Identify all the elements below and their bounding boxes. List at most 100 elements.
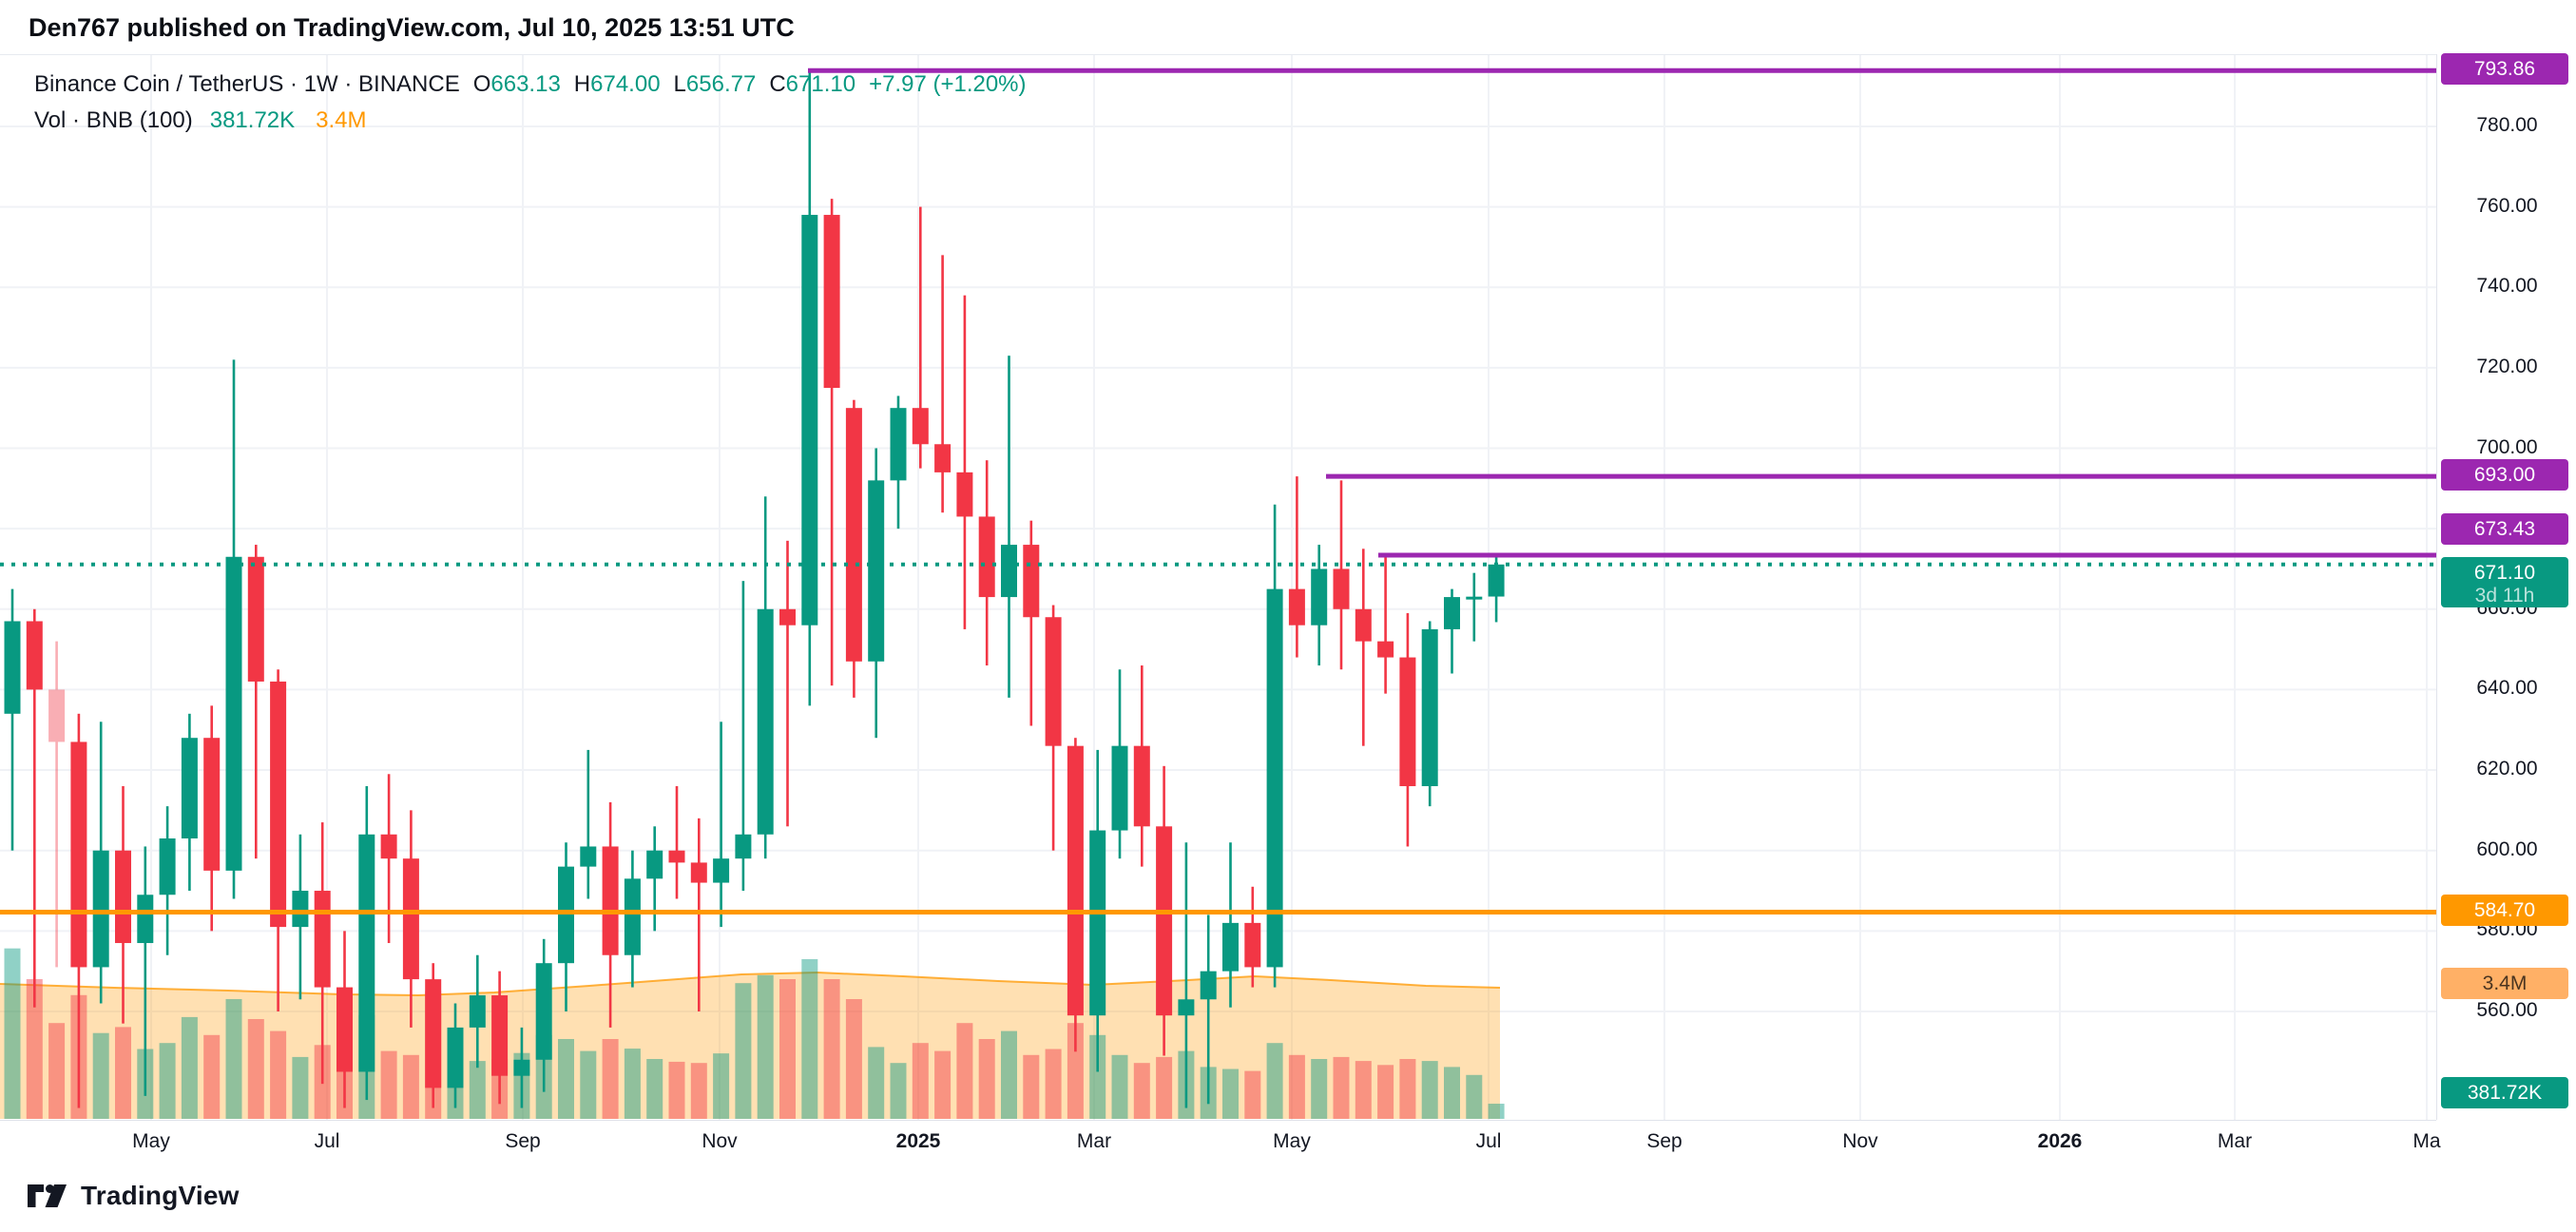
- time-tick-label: Nov: [702, 1130, 738, 1152]
- chart-pane[interactable]: Binance Coin / TetherUS · 1W · BINANCE O…: [0, 54, 2436, 1166]
- volume-bar: [270, 1030, 287, 1119]
- candle: [1421, 621, 1438, 807]
- volume-bar: [956, 1023, 973, 1119]
- footer: TradingView: [27, 1181, 240, 1211]
- time-tick-label: Ma: [2413, 1130, 2441, 1152]
- price-line-badge: 673.43: [2441, 512, 2568, 545]
- volume-bar: [26, 979, 43, 1119]
- volume-bar: [1089, 1034, 1106, 1119]
- time-tick-label: Jul: [1475, 1130, 1502, 1152]
- volume-bar: [225, 999, 242, 1119]
- candlestick-chart-canvas[interactable]: [0, 55, 2436, 1121]
- candle: [934, 255, 952, 513]
- candle: [270, 669, 287, 1011]
- price-line-badge: 693.00: [2441, 459, 2568, 491]
- candle-countdown: 3d 11h: [2474, 584, 2535, 606]
- low-label: L: [673, 71, 686, 97]
- candle: [757, 496, 774, 859]
- high-value: 674.00: [590, 71, 661, 97]
- open-label: O: [472, 71, 491, 97]
- candle: [1001, 356, 1017, 698]
- candle: [868, 448, 885, 739]
- close-value: 671.10: [785, 71, 856, 97]
- volume-bar: [978, 1039, 995, 1119]
- volume-bar: [1023, 1054, 1040, 1119]
- time-axis[interactable]: May Jul Sep Nov 2025 Mar May Jul Sep Nov 2026 Mar Ma: [0, 1120, 2441, 1170]
- volume-bar: [668, 1061, 685, 1119]
- price-tick-label: 700.00: [2476, 435, 2538, 458]
- candle: [447, 1003, 464, 1108]
- volume-bar: [845, 999, 862, 1119]
- candle: [92, 722, 109, 1004]
- volume-bar: [1333, 1056, 1350, 1119]
- volume-bar: [602, 1039, 619, 1119]
- price-tick-label: 720.00: [2476, 355, 2538, 377]
- volume-ma-value: 3.4M: [316, 107, 367, 133]
- volume-bar: [469, 1061, 486, 1119]
- volume-ma-area: [0, 972, 1500, 1119]
- price-tick-label: 600.00: [2476, 837, 2538, 860]
- candle: [624, 850, 641, 988]
- candle: [1222, 842, 1239, 1008]
- volume-bar: [1067, 1023, 1084, 1119]
- volume-badge: 3.4M: [2441, 968, 2568, 999]
- volume-bar: [203, 1034, 221, 1119]
- volume-bar: [823, 979, 840, 1119]
- tradingview-logo-icon: [28, 1184, 67, 1207]
- volume-bar: [1488, 1104, 1505, 1119]
- time-tick-label: Mar: [1076, 1130, 1112, 1152]
- candle: [1178, 842, 1195, 1108]
- candle: [1444, 588, 1460, 674]
- volume-bar: [735, 983, 752, 1119]
- time-tick-label: May: [1273, 1130, 1311, 1152]
- volume-bar: [890, 1063, 907, 1119]
- volume-bar: [402, 1054, 419, 1119]
- candle: [690, 818, 707, 1011]
- candle: [1466, 572, 1483, 642]
- candle: [115, 785, 131, 1024]
- volume-bar: [181, 1016, 198, 1119]
- volume-bar: [48, 1023, 66, 1119]
- volume-bar: [115, 1027, 131, 1119]
- volume-bar: [779, 979, 796, 1119]
- candle: [668, 785, 685, 899]
- candle: [1488, 552, 1505, 623]
- candle: [890, 395, 907, 529]
- candle: [425, 963, 442, 1108]
- candle: [801, 70, 818, 706]
- price-tick-label: 740.00: [2476, 275, 2538, 298]
- tradingview-logo-text[interactable]: TradingView: [81, 1181, 240, 1210]
- volume-bar: [646, 1059, 663, 1119]
- candle: [181, 713, 198, 892]
- chart-legend: Binance Coin / TetherUS · 1W · BINANCE O…: [34, 67, 1027, 139]
- volume-bar: [624, 1049, 641, 1119]
- volume-bar: [1001, 1030, 1017, 1119]
- candle: [159, 806, 176, 955]
- candle: [735, 581, 752, 892]
- price-axis[interactable]: 780.00 760.00 740.00 720.00 700.00 660.00 640.…: [2436, 53, 2576, 1120]
- volume-bar: [1288, 1054, 1305, 1119]
- volume-bar: [4, 948, 21, 1119]
- volume-indicator-title[interactable]: Vol · BNB (100): [34, 107, 193, 133]
- candle: [558, 842, 574, 1011]
- volume-bar: [1444, 1067, 1460, 1119]
- volume-bar: [868, 1047, 885, 1119]
- volume-bar: [1244, 1070, 1261, 1119]
- candle: [336, 931, 353, 1108]
- symbol-title[interactable]: Binance Coin / TetherUS · 1W · BINANCE: [34, 71, 460, 97]
- price-tick-label: 560.00: [2476, 998, 2538, 1021]
- candle: [1266, 504, 1283, 988]
- volume-bar: [912, 1043, 929, 1119]
- volume-bar: [1355, 1061, 1372, 1119]
- candle: [646, 826, 663, 932]
- volume-bar: [159, 1043, 176, 1119]
- candle: [1311, 545, 1328, 666]
- price-tick-label: 640.00: [2476, 677, 2538, 700]
- candle: [713, 722, 730, 928]
- volume-bar: [380, 1050, 397, 1119]
- volume-bar: [580, 1050, 597, 1119]
- candle: [26, 608, 43, 1008]
- candle: [4, 588, 21, 851]
- attribution-text: Den767 published on TradingView.com, Jul…: [29, 13, 795, 42]
